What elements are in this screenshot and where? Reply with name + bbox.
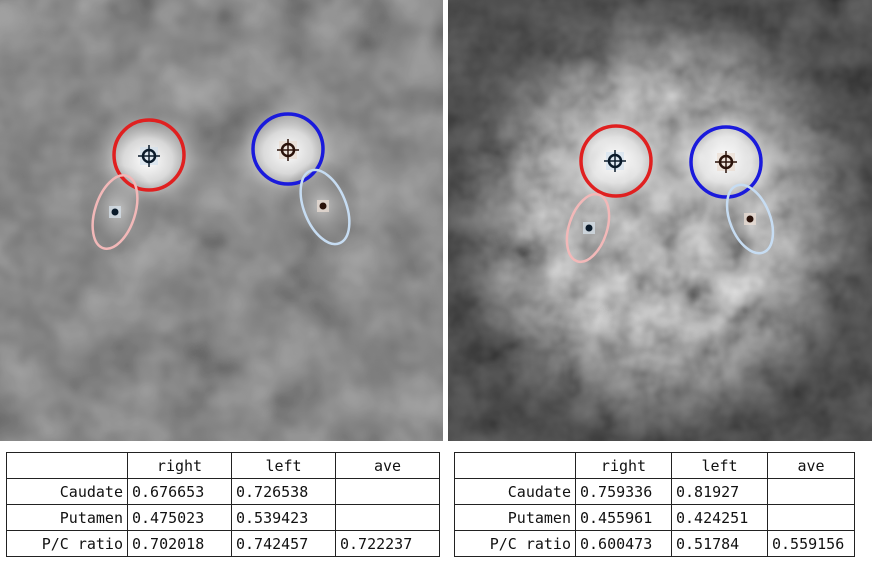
cell-left: 0.726538 xyxy=(231,478,336,505)
column-header-ave: ave xyxy=(335,452,440,479)
column-header-left: left xyxy=(671,452,768,479)
cell-right: 0.475023 xyxy=(127,504,232,531)
left-results-table: right left ave Caudate 0.676653 0.726538… xyxy=(6,452,440,557)
row-label: Caudate xyxy=(6,478,128,505)
cell-right: 0.676653 xyxy=(127,478,232,505)
table-row: Putamen 0.455961 0.424251 xyxy=(454,504,855,531)
left-putamen-roi[interactable] xyxy=(291,163,359,251)
table-corner-cell xyxy=(454,452,576,479)
cell-left: 0.51784 xyxy=(671,530,768,557)
cell-right: 0.702018 xyxy=(127,530,232,557)
row-label: P/C ratio xyxy=(454,530,576,557)
table-row: Putamen 0.475023 0.539423 xyxy=(6,504,440,531)
cell-right: 0.759336 xyxy=(575,478,672,505)
cell-ave: 0.722237 xyxy=(335,530,440,557)
table-row: P/C ratio 0.600473 0.51784 0.559156 xyxy=(454,530,855,557)
left-putamen-roi[interactable] xyxy=(718,178,782,260)
cell-left: 0.424251 xyxy=(671,504,768,531)
cell-ave xyxy=(335,478,440,505)
left-caudate-roi[interactable] xyxy=(251,112,325,186)
right-caudate-roi[interactable] xyxy=(112,118,186,192)
row-label: Caudate xyxy=(454,478,576,505)
table-corner-cell xyxy=(6,452,128,479)
table-row: Caudate 0.759336 0.81927 xyxy=(454,478,855,505)
cell-right: 0.600473 xyxy=(575,530,672,557)
cell-ave: 0.559156 xyxy=(767,530,855,557)
crosshair-icon[interactable] xyxy=(138,145,160,167)
table-header-row: right left ave xyxy=(454,452,855,479)
crosshair-icon[interactable] xyxy=(715,151,737,173)
crosshair-icon[interactable] xyxy=(604,150,626,172)
point-marker-icon[interactable] xyxy=(317,200,329,212)
cell-left: 0.742457 xyxy=(231,530,336,557)
column-header-right: right xyxy=(127,452,232,479)
left-spect-image[interactable] xyxy=(0,0,443,441)
right-putamen-roi[interactable] xyxy=(84,170,146,255)
table-row: Caudate 0.676653 0.726538 xyxy=(6,478,440,505)
crosshair-icon[interactable] xyxy=(277,139,299,161)
cell-ave xyxy=(335,504,440,531)
row-label: Putamen xyxy=(454,504,576,531)
cell-ave xyxy=(767,504,855,531)
row-label: Putamen xyxy=(6,504,128,531)
right-caudate-roi[interactable] xyxy=(579,124,653,198)
table-row: P/C ratio 0.702018 0.742457 0.722237 xyxy=(6,530,440,557)
left-caudate-roi[interactable] xyxy=(689,125,763,199)
column-header-right: right xyxy=(575,452,672,479)
table-header-row: right left ave xyxy=(6,452,440,479)
cell-right: 0.455961 xyxy=(575,504,672,531)
right-putamen-roi[interactable] xyxy=(559,189,617,267)
cell-left: 0.81927 xyxy=(671,478,768,505)
right-spect-image[interactable] xyxy=(448,0,872,441)
point-marker-icon[interactable] xyxy=(583,222,595,234)
point-marker-icon[interactable] xyxy=(744,213,756,225)
point-marker-icon[interactable] xyxy=(109,206,121,218)
column-header-ave: ave xyxy=(767,452,855,479)
row-label: P/C ratio xyxy=(6,530,128,557)
right-results-table: right left ave Caudate 0.759336 0.81927 … xyxy=(454,452,855,557)
column-header-left: left xyxy=(231,452,336,479)
cell-left: 0.539423 xyxy=(231,504,336,531)
cell-ave xyxy=(767,478,855,505)
